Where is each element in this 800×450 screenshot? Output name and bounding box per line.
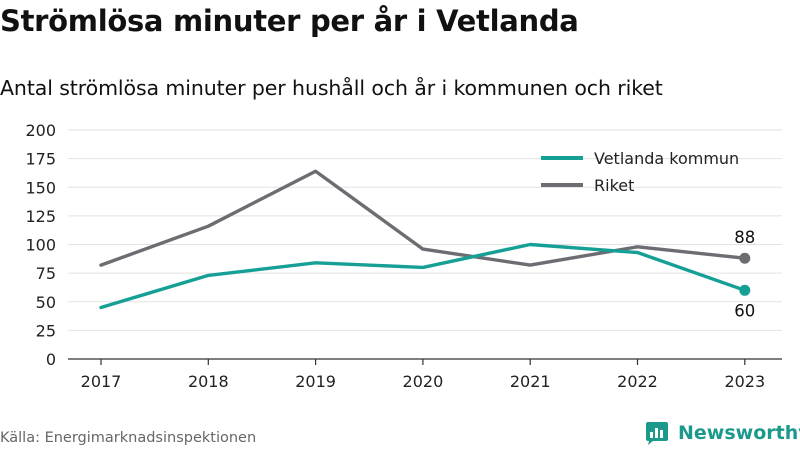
brand[interactable]: Newsworthy [644, 420, 800, 446]
source-note: Källa: Energimarknadsinspektionen [0, 430, 257, 446]
legend: Vetlanda kommun Riket [541, 149, 739, 195]
y-tick-label: 25 [36, 321, 56, 340]
series-line-vetlanda-kommun [99, 242, 747, 310]
end-label-vetlanda-kommun: 60 [734, 301, 755, 320]
series-lines [99, 169, 751, 310]
x-axis-ticks: 2017 2018 2019 2020 2021 2022 2023 [81, 359, 765, 391]
end-labels: 88 60 [734, 228, 755, 320]
chart-title: Strömlösa minuter per år i Vetlanda [0, 4, 579, 38]
y-tick-label: 200 [25, 121, 56, 140]
y-tick-label: 50 [36, 293, 56, 312]
series-line-riket [99, 169, 747, 267]
legend-label-riket: Riket [594, 176, 634, 195]
x-tick-label: 2021 [510, 372, 551, 391]
grid-lines [68, 129, 782, 360]
end-point-riket [739, 252, 751, 264]
legend-label-vetlanda-kommun: Vetlanda kommun [594, 149, 739, 168]
y-tick-label: 125 [25, 207, 56, 226]
chart-subtitle: Antal strömlösa minuter per hushåll och … [0, 76, 663, 100]
x-tick-label: 2017 [81, 372, 122, 391]
y-tick-label: 150 [25, 178, 56, 197]
y-tick-label: 0 [46, 350, 56, 369]
x-tick-label: 2023 [724, 372, 765, 391]
y-tick-label: 175 [25, 150, 56, 169]
y-tick-label: 100 [25, 236, 56, 255]
brand-name: Newsworthy [678, 422, 800, 444]
x-tick-label: 2022 [617, 372, 658, 391]
end-point-vetlanda-kommun [739, 284, 751, 296]
y-axis-ticks: 0 25 50 75 100 125 150 175 200 [25, 121, 56, 369]
newsworthy-logo-icon [646, 422, 668, 445]
y-tick-label: 75 [36, 264, 56, 283]
x-tick-label: 2020 [403, 372, 444, 391]
x-tick-label: 2018 [188, 372, 229, 391]
x-tick-label: 2019 [295, 372, 336, 391]
end-label-riket: 88 [734, 228, 755, 247]
